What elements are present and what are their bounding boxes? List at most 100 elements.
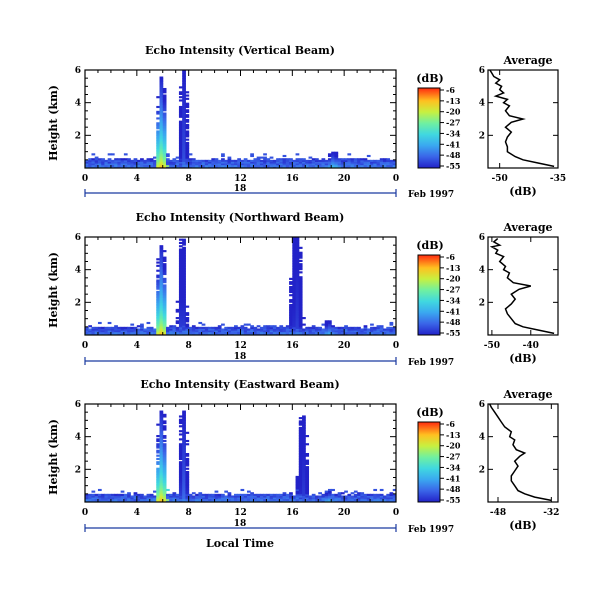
heatmap-cell <box>185 488 190 492</box>
heatmap-cell <box>175 163 180 166</box>
heatmap-cell <box>315 328 319 331</box>
heatmap-cell <box>246 331 251 334</box>
heatmap-cell <box>182 277 186 280</box>
heatmap-cell <box>110 493 115 496</box>
heatmap-cell <box>104 498 109 501</box>
panel-3-date-axis: 18 Feb 1997 <box>84 519 454 535</box>
heatmap-cell <box>182 238 186 241</box>
heatmap-cell <box>159 423 164 426</box>
heatmap-cell <box>217 495 222 498</box>
heatmap-cell <box>305 474 310 477</box>
heatmap-cell <box>162 326 167 329</box>
heatmap-cell <box>289 303 293 307</box>
heatmap-cell <box>289 281 293 284</box>
heatmap-cell <box>289 326 293 329</box>
heatmap-cell <box>159 102 164 105</box>
heatmap-cell <box>162 128 167 131</box>
heatmap-cell <box>295 325 300 328</box>
heatmap-cell <box>178 92 183 95</box>
heatmap-cell <box>295 279 300 282</box>
heatmap-cell <box>292 240 297 243</box>
heatmap-cell <box>117 161 122 164</box>
heatmap-cell <box>175 498 180 501</box>
heatmap-cell <box>159 245 164 248</box>
x-tick-label: 12 <box>234 341 247 351</box>
heatmap-cell <box>159 135 164 138</box>
heatmap-cell <box>156 281 161 284</box>
heatmap-cell <box>182 317 186 320</box>
heatmap-cell <box>366 159 371 162</box>
heatmap-cell <box>246 493 251 496</box>
heatmap-cell <box>159 415 164 418</box>
heatmap-cell <box>327 323 332 326</box>
heatmap-cell <box>350 331 355 334</box>
heatmap-cell <box>156 321 161 325</box>
heatmap-cell <box>353 328 358 331</box>
heatmap-cell <box>305 470 310 474</box>
heatmap-cell <box>156 498 161 501</box>
heatmap-cell <box>292 331 297 334</box>
heatmap-cell <box>169 328 173 331</box>
heatmap-cell <box>156 112 161 115</box>
heatmap-cell <box>198 498 203 501</box>
panel-2-colorbar-unit: (dB) <box>416 239 443 252</box>
heatmap-cell <box>295 289 300 292</box>
heatmap-cell <box>240 497 245 500</box>
heatmap-cell <box>104 495 109 498</box>
heatmap-cell <box>182 413 186 416</box>
heatmap-cell <box>175 321 180 325</box>
x-tick-label: 12 <box>234 508 247 518</box>
heatmap-cell <box>140 495 144 498</box>
heatmap-cell <box>127 326 131 329</box>
heatmap-cell <box>253 330 258 333</box>
heatmap-cell <box>172 492 177 495</box>
heatmap-cell <box>159 110 164 113</box>
heatmap-cell <box>337 158 342 161</box>
heatmap-cell <box>350 161 355 164</box>
heatmap-cell <box>175 308 180 311</box>
heatmap-cell <box>347 495 352 498</box>
heatmap-cell <box>363 331 368 334</box>
heatmap-cell <box>198 159 203 162</box>
heatmap-cell <box>185 114 190 117</box>
heatmap-cell <box>133 161 138 164</box>
heatmap-cell <box>162 133 167 136</box>
heatmap-cell <box>182 459 186 462</box>
heatmap-cell <box>107 153 112 156</box>
heatmap-cell <box>266 164 271 167</box>
heatmap-cell <box>302 158 306 161</box>
heatmap-cell <box>269 161 274 164</box>
heatmap-cell <box>292 299 297 302</box>
heatmap-cell <box>370 163 374 166</box>
heatmap-cell <box>153 495 157 498</box>
heatmap-cell <box>298 454 303 457</box>
heatmap-cell <box>127 498 131 501</box>
heatmap-cell <box>321 159 326 162</box>
heatmap-cell <box>159 109 164 112</box>
heatmap-cell <box>256 330 261 333</box>
heatmap-cell <box>101 331 105 334</box>
heatmap-cell <box>159 114 164 117</box>
heatmap-cell <box>182 323 186 326</box>
heatmap-cell <box>344 164 348 167</box>
heatmap-cell <box>156 488 161 492</box>
heatmap-cell <box>159 256 164 259</box>
heatmap-cell <box>321 331 326 334</box>
heatmap-cell <box>295 299 300 302</box>
heatmap-cell <box>305 331 310 334</box>
heatmap-cell <box>162 315 167 318</box>
heatmap-cell <box>292 289 297 292</box>
heatmap-cell <box>159 268 164 271</box>
heatmap-cell <box>185 320 190 323</box>
heatmap-cell <box>114 498 118 501</box>
heatmap-cell <box>169 325 173 328</box>
heatmap-cell <box>221 164 225 167</box>
heatmap-cell <box>159 482 164 485</box>
heatmap-cell <box>162 302 167 305</box>
heatmap-cell <box>188 153 193 156</box>
heatmap-cell <box>308 156 313 159</box>
heatmap-cell <box>376 161 381 164</box>
heatmap-cell <box>360 159 365 162</box>
panel-1-month-label: Feb 1997 <box>408 190 454 200</box>
heatmap-cell <box>162 466 167 469</box>
